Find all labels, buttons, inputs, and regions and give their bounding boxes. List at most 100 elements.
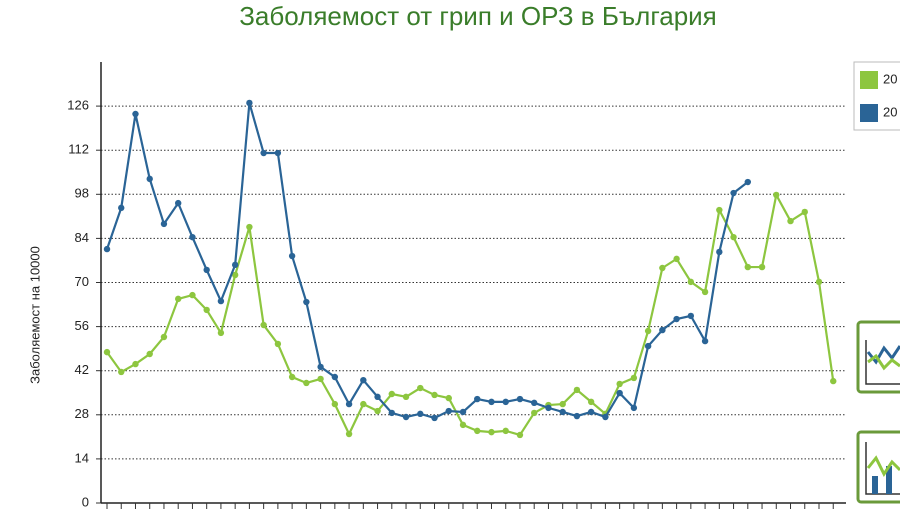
data-point [345, 400, 353, 408]
data-point [360, 376, 367, 384]
data-point [345, 430, 353, 438]
data-point [701, 288, 709, 296]
data-point [459, 421, 467, 429]
data-point [730, 189, 737, 197]
data-point [331, 373, 339, 381]
data-point [132, 110, 139, 118]
data-point [587, 408, 595, 416]
series-line [105, 102, 749, 420]
y-tick-label: 112 [68, 142, 89, 157]
data-point [488, 398, 495, 406]
data-point [274, 340, 282, 348]
data-point [203, 266, 210, 274]
data-point [459, 408, 467, 416]
y-tick-label: 126 [67, 98, 89, 113]
y-tick-label: 70 [75, 274, 89, 289]
data-point [431, 391, 438, 399]
data-point [773, 191, 780, 199]
data-point [231, 271, 239, 279]
data-point [587, 398, 595, 406]
legend-swatch [860, 71, 878, 89]
data-point [701, 337, 709, 345]
data-point [815, 278, 823, 286]
legend-swatch [860, 104, 878, 122]
data-point [160, 333, 168, 341]
data-point [246, 223, 253, 231]
data-point [644, 342, 652, 350]
data-point [787, 217, 794, 225]
data-point [288, 373, 296, 381]
data-point [431, 414, 438, 422]
data-point [303, 379, 310, 387]
data-point [673, 315, 680, 323]
chart-type-icon[interactable] [856, 430, 900, 504]
data-point [474, 395, 481, 403]
data-point [402, 413, 410, 421]
y-tick-label: 56 [75, 318, 89, 333]
y-tick-label: 84 [75, 230, 89, 245]
data-point [559, 400, 566, 408]
y-tick-label: 14 [75, 450, 89, 465]
data-point [303, 298, 310, 306]
data-point [402, 393, 410, 401]
data-point [531, 399, 538, 407]
data-point [360, 400, 367, 408]
data-point [716, 206, 723, 214]
data-point [118, 204, 125, 212]
chart-type-icon[interactable] [856, 320, 900, 394]
data-point [118, 368, 125, 376]
data-point [531, 409, 538, 417]
data-point [602, 413, 609, 421]
data-point [445, 394, 452, 402]
data-point [189, 233, 196, 241]
data-point [516, 395, 524, 403]
data-point [417, 410, 424, 418]
data-point [203, 306, 210, 314]
data-point [132, 360, 139, 368]
data-point [673, 255, 680, 263]
data-point [502, 427, 509, 435]
data-point [175, 199, 182, 207]
data-point [331, 400, 339, 408]
data-point [246, 99, 253, 107]
data-point [830, 377, 837, 385]
data-point [317, 375, 324, 383]
data-point [445, 407, 452, 415]
data-point [516, 431, 524, 439]
data-point [502, 398, 509, 406]
legend-label: 20 [883, 71, 897, 86]
data-point [231, 261, 239, 269]
legend-label: 20 [883, 104, 897, 119]
y-tick-label: 42 [75, 362, 89, 377]
data-point [659, 326, 666, 334]
chart-title: Заболяемост от грип и ОРЗ в България [239, 1, 717, 31]
data-point [474, 427, 481, 435]
y-tick-label: 0 [82, 494, 89, 509]
data-point [630, 404, 638, 412]
data-point [573, 412, 581, 420]
data-point [716, 248, 723, 256]
data-point [630, 374, 638, 382]
data-point [288, 252, 296, 260]
data-point [659, 264, 666, 272]
data-point [573, 386, 581, 394]
data-point [146, 350, 153, 358]
y-tick-label: 28 [75, 406, 89, 421]
data-point [260, 149, 267, 157]
data-point [175, 295, 182, 303]
data-point [260, 321, 267, 329]
data-point [559, 408, 566, 416]
data-point [160, 220, 168, 228]
data-point [388, 390, 395, 398]
data-point [217, 329, 225, 337]
data-point [317, 363, 324, 371]
data-point [417, 384, 424, 392]
data-point [488, 428, 495, 436]
data-point [274, 149, 282, 157]
data-point [616, 389, 623, 397]
data-point [758, 263, 766, 271]
data-point [374, 407, 381, 415]
data-point [644, 327, 652, 335]
